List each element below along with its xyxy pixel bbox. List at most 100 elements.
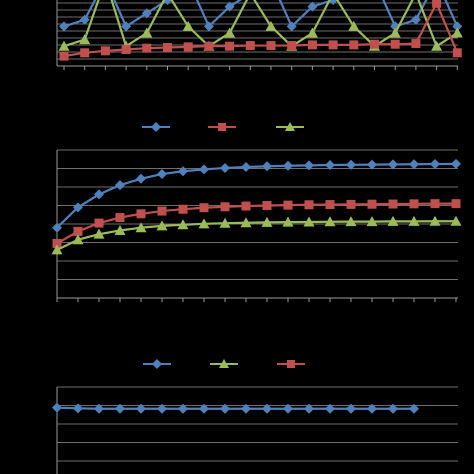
chart-1-series-3-point [183, 42, 193, 52]
chart-2-series-1-point [94, 189, 104, 200]
chart-2-series-1-point [346, 159, 356, 170]
chart-2-series-3-point [93, 228, 105, 239]
chart-1-series-2-point [79, 34, 91, 45]
legend-1 [142, 122, 304, 132]
chart-2-series-1-point [367, 159, 377, 170]
chart-1-series-2-point [389, 27, 401, 38]
legend-2-triangle-marker [219, 359, 229, 368]
chart-2-series [51, 158, 462, 255]
chart-2-series-1-point [115, 180, 125, 191]
chart-2-series-3-point [408, 215, 420, 226]
chart-1-series-1-point [121, 21, 132, 32]
chart-2-series-3-point [324, 216, 336, 227]
chart-3-series-1-point [220, 403, 230, 414]
chart-2-series-2-point [262, 201, 272, 210]
chart-3-series-1-point [199, 403, 209, 414]
chart-2-series-1-point [283, 160, 293, 171]
chart-2-series-3-point [51, 244, 63, 255]
chart-1-series-3-point [225, 41, 235, 51]
chart-2-series-2-point [178, 204, 188, 214]
legend-1-entry-red [208, 123, 236, 131]
legend-1-entry-green [276, 122, 304, 131]
chart-2-series-2-point [199, 203, 209, 213]
chart-2-series-3-point [135, 222, 147, 233]
chart-2-series-1-point [388, 159, 398, 170]
chart-2-series-2-point [241, 201, 251, 211]
chart-1-series-1-point [203, 21, 214, 32]
chart-1-series-1-point [410, 14, 421, 25]
chart-2-series-2-point [304, 200, 314, 210]
chart-2-series-3-point [72, 234, 84, 245]
legend-2-entry-red [277, 360, 305, 368]
chart-2-series-3-point [450, 215, 462, 226]
legend-1-square-marker [218, 123, 226, 131]
chart-1-series-3-point [287, 41, 297, 51]
legend-1-triangle-marker [285, 122, 295, 131]
chart-2-series-1-point [220, 162, 230, 173]
chart-2-series-3-point [114, 224, 126, 235]
chart-1-series-2-point [348, 20, 360, 31]
chart-3-gridlines [57, 386, 458, 462]
legend-1-diamond-marker [151, 122, 161, 132]
chart-1-series-3-point [328, 40, 338, 50]
chart-2-series-1-point [451, 158, 461, 169]
chart-1-series-3-point [370, 39, 379, 49]
chart-2-series-2-point [220, 202, 230, 212]
chart-1-series-1-point [59, 21, 69, 32]
chart-1-series-3-point [80, 48, 90, 58]
chart-3-series-1-point [325, 403, 335, 414]
chart-3-series-1-line [56, 406, 414, 410]
legend-2 [143, 359, 305, 369]
chart-2-series-3-point [219, 217, 231, 228]
chart-2-series-1-point [73, 202, 83, 213]
chart-panel-1 [56, 0, 463, 70]
chart-1-series-3-point [432, 0, 442, 8]
chart-2-series-1-point [262, 161, 272, 172]
chart-2-series-1-point [52, 222, 62, 233]
chart-2-series-1-point [325, 159, 335, 170]
chart-1-series-2-point [224, 27, 236, 38]
chart-3-series-1-point [304, 403, 314, 414]
chart-2-series-2-point [346, 199, 356, 209]
legend-2-diamond-marker [152, 359, 162, 369]
chart-1-series-1-point [224, 1, 235, 12]
chart-3-series [52, 402, 419, 414]
chart-2-series-1-point [136, 173, 146, 184]
chart-1-series-3-point [204, 41, 214, 51]
chart-2-series-3-point [261, 216, 273, 227]
chart-3-series-1-point [94, 403, 104, 414]
chart-2-series-3-point [345, 216, 357, 227]
chart-1-series-1-point [79, 14, 90, 25]
chart-1-series [58, 0, 463, 61]
chart-3-series-1-point [346, 403, 356, 414]
chart-1-series-3-point [349, 40, 359, 50]
chart-2-series-3-point [387, 215, 399, 226]
chart-1-series-2-point [141, 27, 153, 38]
chart-3-series-1-point [52, 402, 62, 413]
chart-panel-2 [51, 149, 462, 302]
chart-2-series-3-point [282, 216, 294, 227]
chart-1-series-1-point [328, 0, 339, 5]
chart-2-series-2-point [136, 209, 146, 219]
chart-1-series-3-point [266, 41, 276, 51]
chart-2-series-2-point [283, 200, 293, 210]
chart-3-series-1-point [388, 403, 398, 414]
chart-2-series-1-point [178, 166, 188, 177]
chart-1-series-3-point [411, 39, 421, 49]
chart-1-series-1-point [307, 1, 318, 12]
chart-1-series-3-point [307, 40, 317, 50]
chart-1-series-1-point [162, 0, 173, 5]
chart-1-series-3-point [390, 39, 400, 49]
chart-1-series-1-line [63, 0, 459, 28]
chart-2-series-3-point [366, 216, 378, 227]
chart-1-series-2-point [265, 20, 277, 31]
chart-1-series-2-point [431, 40, 443, 51]
chart-2-series-1-point [157, 169, 167, 180]
legend-1-entry-blue [142, 122, 170, 132]
chart-2-series-3-point [198, 218, 210, 229]
legend-2-entry-green [210, 359, 238, 368]
chart-1-series-3-point [121, 45, 131, 54]
chart-2-series-2-point [94, 218, 104, 228]
chart-2-series-2-point [451, 199, 461, 209]
